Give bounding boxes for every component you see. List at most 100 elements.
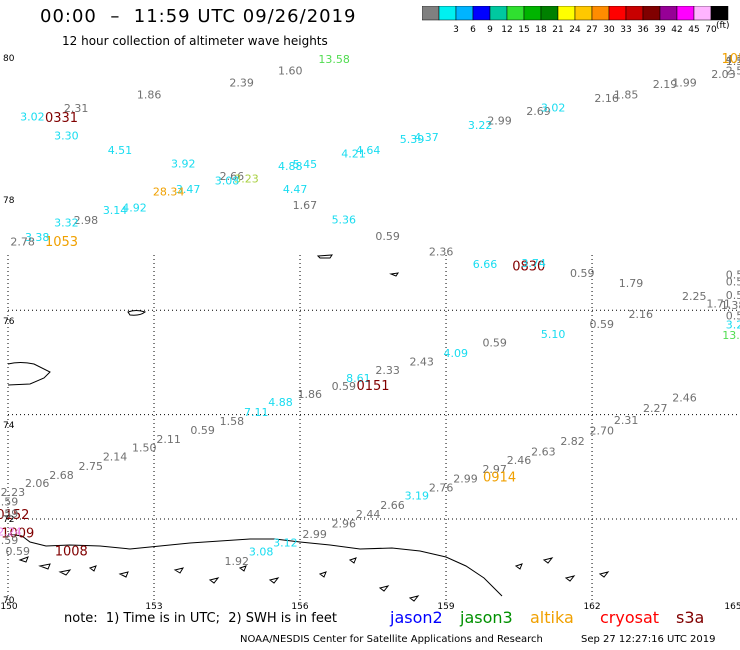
wave-height-value: 2.19 <box>653 78 678 91</box>
wave-height-value: 4.47 <box>283 183 308 196</box>
wave-height-value: 13.52 <box>722 329 740 342</box>
wave-height-value: 2.31 <box>614 414 639 427</box>
colorbar-label: 33 <box>620 25 631 35</box>
wave-height-value: 5.39 <box>400 133 425 146</box>
wave-height-value: 1.50 <box>132 442 157 455</box>
wave-height-value: 2.14 <box>103 451 128 464</box>
wave-height-value: 3.74 <box>521 257 546 270</box>
wave-height-value: 0.59 <box>570 267 595 280</box>
wave-height-value: 2.11 <box>156 433 181 446</box>
wave-height-observations: 13.581.602.391.862.3103313.023.304.513.9… <box>0 52 740 568</box>
colorbar-label: 18 <box>535 25 547 35</box>
wave-height-value: 8.61 <box>346 372 371 385</box>
colorbar-label: 21 <box>552 25 563 35</box>
track-time-label: 0152 <box>0 508 29 523</box>
wave-height-value: 1.92 <box>224 555 249 568</box>
track-time-label: 0830 <box>512 259 545 274</box>
wave-height-value: 2.44 <box>356 508 381 521</box>
wave-height-value: 4.88 <box>268 396 293 409</box>
wave-height-value: 2.46 <box>507 454 532 467</box>
wave-height-value: 3.02 <box>20 110 45 123</box>
lat-tick-label: 80 <box>3 54 15 64</box>
wave-height-value: 3.14 <box>103 204 128 217</box>
wave-height-value: 2.96 <box>332 517 357 530</box>
wave-height-value: 2.75 <box>78 460 103 473</box>
wave-height-value: 3.92 <box>171 157 196 170</box>
land-island-tiny-2 <box>389 272 400 277</box>
legend-jason2: jason2 <box>390 608 443 627</box>
wave-height-value: 0.59 <box>190 424 215 437</box>
wave-height-value: 1.58 <box>220 415 245 428</box>
wave-height-value: 5.36 <box>332 213 357 226</box>
legend-cryosat: cryosat <box>600 608 660 627</box>
wave-height-value: 2.78 <box>10 235 35 248</box>
wave-height-value: 4.15 <box>726 53 740 66</box>
land-coast-detail <box>18 556 610 602</box>
wave-height-value: 2.39 <box>229 76 254 89</box>
wave-height-value: 2.03 <box>711 68 736 81</box>
wave-height-value: 3.22 <box>468 119 493 132</box>
wave-height-value: 0.59 <box>0 495 18 508</box>
wave-height-value: 1.54 <box>726 55 740 68</box>
wave-height-value: 2.97 <box>482 463 507 476</box>
lat-tick-label: 76 <box>3 317 15 327</box>
wave-height-value: 2.06 <box>25 477 50 490</box>
wave-height-value: 2.16 <box>628 308 653 321</box>
wave-height-value: 0.59 <box>5 545 30 558</box>
wave-height-value: 2.31 <box>64 102 89 115</box>
land-island-tiny <box>316 254 333 259</box>
wave-height-value: 0.59 <box>726 268 740 281</box>
wave-height-value: 2.43 <box>409 356 434 369</box>
wave-height-value: 4.64 <box>356 144 381 157</box>
colorbar-label: 30 <box>603 25 615 35</box>
wave-height-value: 2.55 <box>726 64 740 77</box>
legend-jason3: jason3 <box>460 608 513 627</box>
lon-tick-label: 159 <box>437 602 454 612</box>
footer-credit: NOAA/NESDIS Center for Satellite Applica… <box>240 634 543 645</box>
wave-height-value: 4.09 <box>444 347 469 360</box>
colorbar-label: 39 <box>654 25 666 35</box>
colorbar-label: 27 <box>586 25 597 35</box>
lat-tick-label: 74 <box>3 421 15 431</box>
wave-height-value: 0.59 <box>482 337 507 350</box>
wave-height-value: 0.59 <box>375 230 400 243</box>
axis-tick-labels: 150 153 156 159 162 165 70 72 74 76 78 80 <box>0 54 740 612</box>
wave-height-value: 1.85 <box>614 88 639 101</box>
wave-height-value: 4.88 <box>278 160 303 173</box>
lat-tick-label: 70 <box>3 596 15 606</box>
coastline <box>7 254 610 602</box>
wave-height-value: 1.79 <box>619 277 644 290</box>
track-time-label: 1053 <box>721 52 740 67</box>
track-time-label: 0151 <box>356 379 389 394</box>
wave-height-value: 2.16 <box>594 92 619 105</box>
wave-height-value: 0.59 <box>726 310 740 323</box>
wave-height-value: 2.70 <box>590 424 615 437</box>
units-note: note: 1) Time is in UTC; 2) SWH is in fe… <box>64 611 337 626</box>
wave-height-value: 4.51 <box>108 144 133 157</box>
wave-height-value: 6.66 <box>473 258 498 271</box>
wave-height-value: 2.66 <box>380 499 405 512</box>
land-north-coast <box>7 362 51 386</box>
colorbar-label: 9 <box>487 25 493 35</box>
track-time-label: 1009 <box>1 526 34 541</box>
wave-height-value: 3.32 <box>54 216 79 229</box>
land-siberian-coast <box>7 533 503 597</box>
lat-lon-grid <box>7 255 740 600</box>
legend-altika: altika <box>530 608 574 627</box>
colorbar-label: 12 <box>501 25 512 35</box>
colorbar-label: 3 <box>453 25 459 35</box>
colorbar-label: 70 <box>705 25 717 35</box>
wave-height-value: 2.36 <box>429 245 454 258</box>
wave-height-value: 7.11 <box>244 406 269 419</box>
wave-height-value: 2.99 <box>487 115 512 128</box>
lat-tick-label: 78 <box>3 196 15 206</box>
wave-height-value: 3.23 <box>234 172 259 185</box>
wave-height-value: 0.59 <box>590 318 615 331</box>
colorbar-label: 6 <box>470 25 476 35</box>
wave-height-value: 62.24 <box>0 526 22 539</box>
wave-height-value: 3.47 <box>176 183 201 196</box>
wave-height-value: 2.76 <box>429 481 454 494</box>
colorbar-swatch <box>710 6 729 21</box>
wave-height-value: 28.34 <box>153 186 185 199</box>
